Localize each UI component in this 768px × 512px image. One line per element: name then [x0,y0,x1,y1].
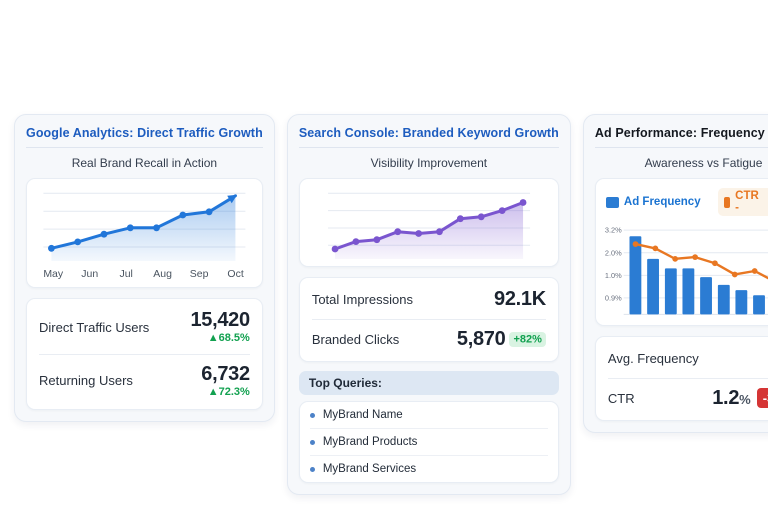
negative-change-badge: -34% [756,387,768,408]
up-arrow-icon: ▲ [207,385,219,398]
legend-label: CTR - [735,190,759,214]
positive-change-badge: +82% [509,331,546,347]
stat-row-branded-clicks: Branded Clicks 5,870 +82% [311,319,546,359]
x-tick-jul: Jul [119,268,133,280]
x-tick-jun: Jun [81,268,99,280]
legend-ad-frequency: Ad Frequency [605,196,701,208]
google-analytics-card: Google Analytics: Direct Traffic Growth … [14,114,275,423]
keyword-growth-chart-panel [298,178,559,267]
bullet-dot-icon [309,412,315,418]
card-subtitle-visibility: Visibility Improvement [370,156,488,170]
legend-label: Ad Frequency [623,196,701,208]
x-tick-aug: Aug [153,268,172,280]
zigzag-line-icon [764,197,768,207]
stat-value: 92.1K [494,288,546,310]
query-text: MyBrand Products [322,436,418,448]
stat-value: 15,420 [190,309,250,331]
stat-change: ▲68.5% [190,332,250,345]
x-tick-oct: Oct [227,268,244,280]
svg-text:1.0%: 1.0% [605,271,622,280]
stat-row-direct-traffic: Direct Traffic Users 15,420 ▲68.5% [39,301,250,354]
orange-swatch-icon [724,196,731,208]
query-text: MyBrand Name [322,409,403,421]
card-title-ad-performance: Ad Performance: Frequency vs CTR [594,126,768,148]
svg-text:0.9%: 0.9% [605,293,622,302]
legend-ctr: CTR - [718,188,768,216]
stat-label: Direct Traffic Users [39,319,150,335]
stat-row-impressions: Total Impressions 92.1K [312,280,546,319]
top-queries-header: Top Queries: [298,371,559,395]
query-item: MyBrand Services [309,455,548,482]
stat-label: Total Impressions [311,292,413,307]
stat-right: 15,420 ▲68.5% [190,309,250,345]
stat-value: 6,732 [201,362,250,385]
stat-right: 5,870 +82% [457,329,546,350]
percent-unit: % [739,392,751,407]
stat-label: Returning Users [39,373,133,389]
card-subtitle-brand-recall: Real Brand Recall in Action [71,156,218,170]
x-tick-may: May [43,268,64,280]
blue-swatch-icon [605,196,619,208]
x-tick-sep: Sep [189,268,209,280]
bullet-dot-icon [309,466,315,472]
svg-text:3.2%: 3.2% [605,226,622,235]
direct-traffic-line-chart [43,192,246,261]
stat-row-ctr: CTR 1.2% -34% [607,378,768,418]
bullet-dot-icon [309,439,315,445]
card-subtitle-awareness-fatigue: Awareness vs Fatigue [644,156,763,170]
up-arrow-icon: ▲ [207,332,219,344]
frequency-ctr-chart-panel: Ad Frequency CTR - 3.2% 2.0% 1.0% 0.9% [594,178,768,326]
x-axis-month-labels: May Jun Jul Aug Sep Oct [31,268,258,285]
query-item: MyBrand Name [309,402,548,428]
query-item: MyBrand Products [309,428,548,455]
card-title-google-analytics: Google Analytics: Direct Traffic Growth [26,126,263,148]
direct-traffic-chart-panel: May Jun Jul Aug Sep Oct [26,178,263,288]
stat-value: 1.2 [712,387,740,409]
stat-label: Avg. Frequency [607,351,699,366]
stat-row-avg-frequency: Avg. Frequency 5.4 [608,339,768,378]
dashboard-board: Google Analytics: Direct Traffic Growth … [14,114,768,495]
card-title-search-console: Search Console: Branded Keyword Growth [298,126,559,148]
chart-legend: Ad Frequency CTR - [600,184,768,219]
stat-label: Branded Clicks [311,332,400,347]
top-queries-list: MyBrand Name MyBrand Products MyBrand Se… [298,401,559,483]
ad-performance-card: Ad Performance: Frequency vs CTR Awarene… [582,114,768,433]
search-console-card: Search Console: Branded Keyword Growth V… [286,114,571,495]
stat-change: ▲72.3% [201,385,250,399]
traffic-stats-panel: Direct Traffic Users 15,420 ▲68.5% Retur… [26,298,263,411]
ad-stats-panel: Avg. Frequency 5.4 CTR 1.2% -34% [594,336,768,421]
stat-right: 92.1K [494,289,546,310]
keyword-growth-line-chart [327,192,530,259]
svg-text:2.0%: 2.0% [605,248,622,257]
stat-row-returning-users: Returning Users 6,732 ▲72.3% [39,353,250,408]
search-stats-panel: Total Impressions 92.1K Branded Clicks 5… [298,277,559,362]
query-text: MyBrand Services [322,463,417,475]
stat-value: 5,870 [456,328,506,350]
stat-label: CTR [607,391,635,406]
change-value: 68.5% [218,332,250,344]
frequency-ctr-combo-chart: 3.2% 2.0% 1.0% 0.9% [605,226,768,315]
stat-right: 6,732 ▲72.3% [201,362,250,399]
change-value: 72.3% [218,385,250,398]
stat-right: 1.2% -34% [712,387,768,409]
